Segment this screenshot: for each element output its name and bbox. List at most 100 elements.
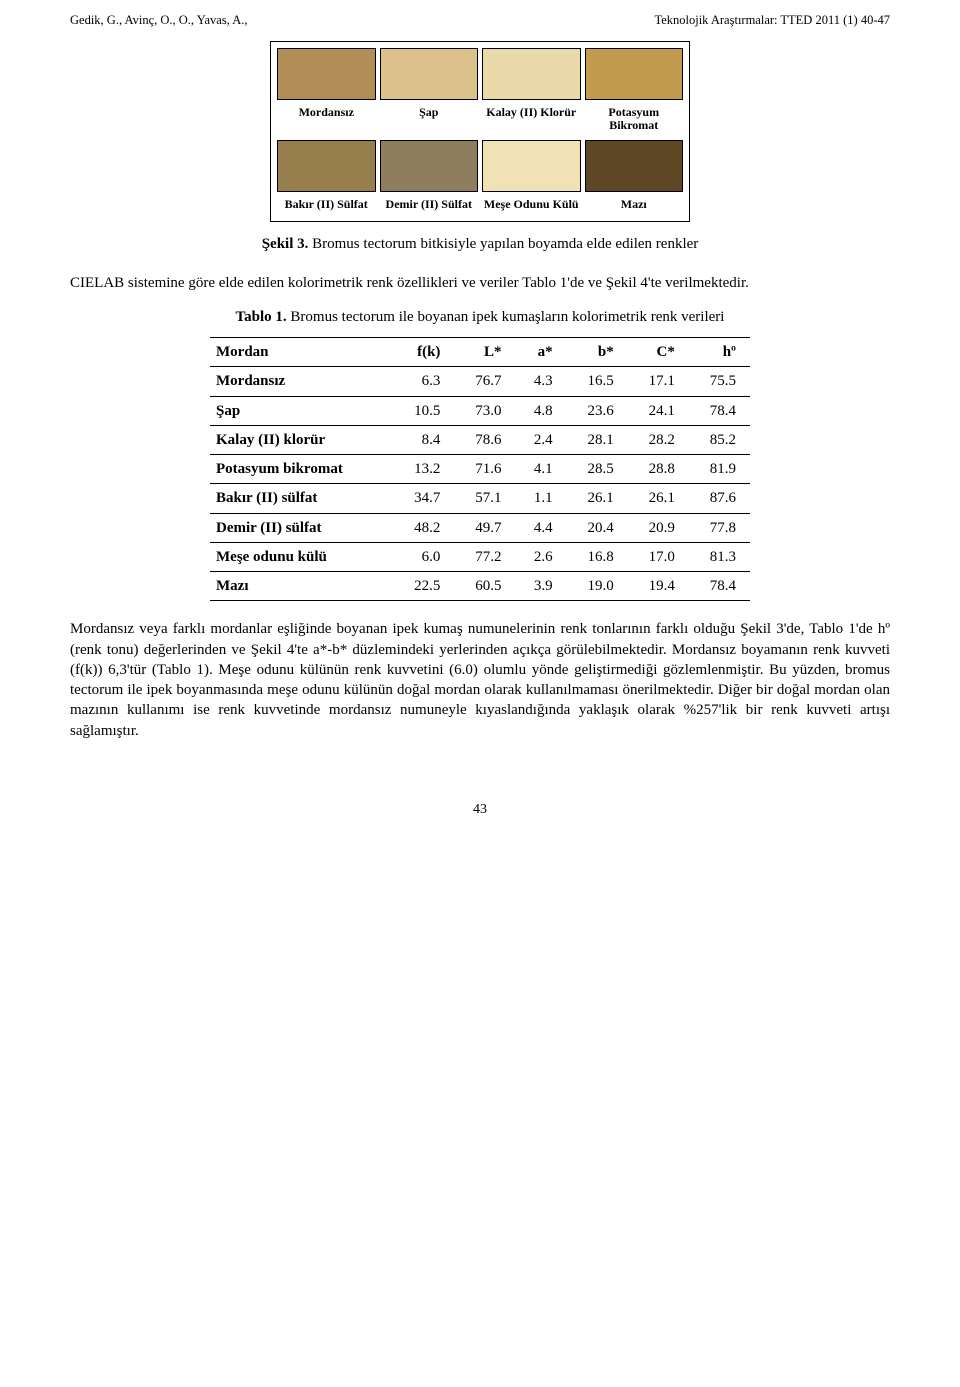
table-cell: 77.2: [454, 542, 515, 571]
table-cell: 19.4: [628, 572, 689, 601]
table-cell: 78.6: [454, 425, 515, 454]
color-swatch: [482, 140, 581, 192]
row-label: Mordansız: [210, 367, 393, 396]
table-cell: 16.8: [567, 542, 628, 571]
swatch-label: Demir (II) Sülfat: [380, 196, 479, 215]
table-header-cell: Mordan: [210, 338, 393, 367]
table-cell: 28.2: [628, 425, 689, 454]
table-cell: 13.2: [393, 455, 454, 484]
intro-paragraph: CIELAB sistemine göre elde edilen kolori…: [70, 273, 890, 293]
color-swatch: [482, 48, 581, 100]
row-label: Kalay (II) klorür: [210, 425, 393, 454]
discussion-paragraph: Mordansız veya farklı mordanlar eşliğind…: [70, 619, 890, 741]
table-cell: 3.9: [516, 572, 567, 601]
page-header: Gedik, G., Avinç, O., O., Yavas, A., Tek…: [70, 12, 890, 29]
color-swatch-figure: MordansızŞapKalay (II) KlorürPotasyum Bi…: [270, 41, 690, 223]
table-caption-label: Tablo 1.: [236, 309, 287, 325]
swatch-label: Meşe Odunu Külü: [482, 196, 581, 215]
table-cell: 49.7: [454, 513, 515, 542]
swatch-label: Kalay (II) Klorür: [482, 104, 581, 136]
table-header-cell: L*: [454, 338, 515, 367]
table-cell: 34.7: [393, 484, 454, 513]
table-caption: Tablo 1. Bromus tectorum ile boyanan ipe…: [70, 307, 890, 327]
table-cell: 81.3: [689, 542, 750, 571]
colorimetric-table: Mordanf(k)L*a*b*C*hº Mordansız6.376.74.3…: [210, 337, 750, 601]
row-label: Mazı: [210, 572, 393, 601]
color-swatch: [585, 140, 684, 192]
color-swatch: [277, 48, 376, 100]
table-cell: 17.0: [628, 542, 689, 571]
table-cell: 10.5: [393, 396, 454, 425]
table-row: Meşe odunu külü6.077.22.616.817.081.3: [210, 542, 750, 571]
figure-caption-text: Bromus tectorum bitkisiyle yapılan boyam…: [308, 236, 698, 252]
header-left: Gedik, G., Avinç, O., O., Yavas, A.,: [70, 12, 248, 29]
table-header-cell: C*: [628, 338, 689, 367]
table-cell: 26.1: [628, 484, 689, 513]
table-cell: 6.3: [393, 367, 454, 396]
table-cell: 4.3: [516, 367, 567, 396]
table-row: Kalay (II) klorür8.478.62.428.128.285.2: [210, 425, 750, 454]
table-cell: 57.1: [454, 484, 515, 513]
header-right: Teknolojik Araştırmalar: TTED 2011 (1) 4…: [654, 12, 890, 29]
table-cell: 73.0: [454, 396, 515, 425]
table-cell: 87.6: [689, 484, 750, 513]
table-row: Mazı22.560.53.919.019.478.4: [210, 572, 750, 601]
table-cell: 6.0: [393, 542, 454, 571]
table-row: Şap10.573.04.823.624.178.4: [210, 396, 750, 425]
table-cell: 48.2: [393, 513, 454, 542]
table-cell: 78.4: [689, 396, 750, 425]
table-cell: 28.1: [567, 425, 628, 454]
table-row: Demir (II) sülfat48.249.74.420.420.977.8: [210, 513, 750, 542]
swatch-label: Mordansız: [277, 104, 376, 136]
row-label: Potasyum bikromat: [210, 455, 393, 484]
table-caption-text: Bromus tectorum ile boyanan ipek kumaşla…: [287, 309, 725, 325]
table-cell: 26.1: [567, 484, 628, 513]
figure-caption-label: Şekil 3.: [262, 236, 309, 252]
page-number: 43: [70, 801, 890, 820]
table-cell: 78.4: [689, 572, 750, 601]
table-cell: 28.5: [567, 455, 628, 484]
table-row: Potasyum bikromat13.271.64.128.528.881.9: [210, 455, 750, 484]
table-cell: 4.1: [516, 455, 567, 484]
color-swatch: [380, 48, 479, 100]
table-cell: 8.4: [393, 425, 454, 454]
color-swatch: [380, 140, 479, 192]
table-cell: 24.1: [628, 396, 689, 425]
figure-caption: Şekil 3. Bromus tectorum bitkisiyle yapı…: [70, 234, 890, 254]
color-swatch: [585, 48, 684, 100]
table-cell: 2.6: [516, 542, 567, 571]
table-cell: 77.8: [689, 513, 750, 542]
table-cell: 20.4: [567, 513, 628, 542]
data-table-wrap: Mordanf(k)L*a*b*C*hº Mordansız6.376.74.3…: [210, 337, 750, 601]
table-cell: 75.5: [689, 367, 750, 396]
table-cell: 22.5: [393, 572, 454, 601]
table-cell: 2.4: [516, 425, 567, 454]
table-cell: 1.1: [516, 484, 567, 513]
table-cell: 16.5: [567, 367, 628, 396]
table-row: Bakır (II) sülfat34.757.11.126.126.187.6: [210, 484, 750, 513]
table-cell: 76.7: [454, 367, 515, 396]
table-header-cell: f(k): [393, 338, 454, 367]
table-header-cell: b*: [567, 338, 628, 367]
table-cell: 4.4: [516, 513, 567, 542]
table-cell: 23.6: [567, 396, 628, 425]
table-cell: 71.6: [454, 455, 515, 484]
table-cell: 60.5: [454, 572, 515, 601]
row-label: Demir (II) sülfat: [210, 513, 393, 542]
table-header-cell: hº: [689, 338, 750, 367]
table-row: Mordansız6.376.74.316.517.175.5: [210, 367, 750, 396]
swatch-label: Mazı: [585, 196, 684, 215]
table-cell: 19.0: [567, 572, 628, 601]
table-header-cell: a*: [516, 338, 567, 367]
row-label: Meşe odunu külü: [210, 542, 393, 571]
table-cell: 81.9: [689, 455, 750, 484]
color-swatch: [277, 140, 376, 192]
row-label: Şap: [210, 396, 393, 425]
table-cell: 20.9: [628, 513, 689, 542]
table-cell: 85.2: [689, 425, 750, 454]
table-cell: 4.8: [516, 396, 567, 425]
swatch-label: Bakır (II) Sülfat: [277, 196, 376, 215]
table-cell: 28.8: [628, 455, 689, 484]
swatch-label: Şap: [380, 104, 479, 136]
row-label: Bakır (II) sülfat: [210, 484, 393, 513]
